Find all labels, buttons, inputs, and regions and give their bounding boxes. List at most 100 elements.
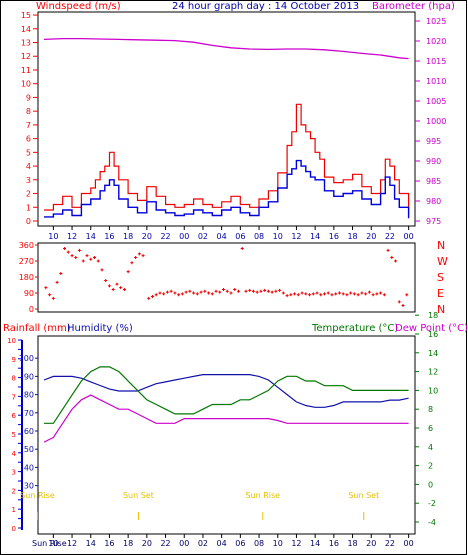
temperature-y-tick-label: 12 (428, 368, 438, 377)
direction-point (207, 291, 211, 295)
direction-point (59, 271, 63, 275)
direction-point (192, 291, 196, 295)
direction-point (390, 255, 394, 259)
rain-y-tick-label: 3 (12, 469, 16, 477)
thermo-panel: Rainfall (mm) Humidity (%) Temperature (… (3, 311, 468, 548)
humidity-axis-label: Humidity (%) (67, 323, 133, 334)
direction-point (104, 279, 108, 283)
compass-label: S (437, 271, 444, 284)
barometer-y-tick-label: 1015 (426, 57, 446, 66)
humidity-y-tick-label: 30 (24, 482, 34, 491)
thermo-series (43, 366, 409, 443)
direction-point (364, 292, 368, 296)
wind-x-tick-label: 16 (104, 232, 114, 241)
direction-point (334, 292, 338, 296)
barometer-axis-label: Barometer (hpa) (372, 1, 455, 12)
direction-point (48, 293, 52, 297)
direction-point (255, 290, 259, 294)
direction-point (379, 291, 383, 295)
direction-point (115, 282, 119, 286)
wind-baro-panel: Windspeed (m/s) 24 hour graph day : 14 O… (21, 1, 455, 241)
wind-y-tick-label: 14 (21, 25, 31, 34)
wind-y-tick-label: 4 (26, 162, 31, 171)
wind-x-tick-label: 20 (366, 232, 376, 241)
wind-x-tick-label: 18 (123, 232, 133, 241)
direction-point (367, 290, 371, 294)
thermo-x-tick-label: 22 (385, 539, 395, 548)
direction-point (300, 291, 304, 295)
wind-x-tick-label: 12 (67, 232, 77, 241)
thermo-x-tick-label: 04 (217, 539, 227, 548)
direction-point (180, 292, 184, 296)
thermo-x-tick-label: 10 (273, 539, 283, 548)
humidity-y-tick-label: 40 (24, 463, 34, 472)
direction-point (397, 300, 401, 304)
direction-point (119, 286, 123, 290)
direction-point (349, 291, 353, 295)
direction-point (81, 259, 85, 263)
wind-x-tick-label: 14 (310, 232, 320, 241)
wind-y-tick-label: 1 (26, 203, 31, 212)
wind-y-tick-label: 6 (26, 135, 31, 144)
direction-y-ticks: 360 270 180 90 0 (19, 241, 38, 314)
humidity-y-tick-label: 90 (24, 372, 34, 381)
rain-y-tick-label: 4 (12, 450, 17, 458)
wind-y-tick-label: 3 (26, 176, 31, 185)
wind-y-tick-label: 8 (26, 107, 31, 116)
direction-point (319, 293, 323, 297)
thermo-plot-area (37, 335, 416, 535)
direction-point (165, 290, 169, 294)
wind-y-tick-label: 15 (21, 11, 31, 20)
dewpoint-axis-label: Dew Point (°C) (395, 323, 468, 334)
temperature-y-tick-label: 4 (428, 443, 433, 452)
thermo-x-tick-label: 12 (291, 539, 301, 548)
direction-point (281, 291, 285, 295)
temperature-y-ticks: -4 -2 0 2 4 6 8 10 12 14 16 18 (415, 311, 438, 527)
barometer-y-tick-label: 975 (426, 217, 441, 226)
wind-plot-area (37, 11, 416, 227)
thermo-x-tick-label: 00 (179, 539, 189, 548)
wind-x-tick-label: 22 (385, 232, 395, 241)
wind-speed-line (44, 159, 410, 219)
direction-point (154, 293, 158, 297)
direction-point (382, 293, 386, 297)
wind-x-tick-label: 02 (198, 232, 208, 241)
sun-annotation-label: Sun Set (348, 491, 379, 500)
direction-point (51, 296, 55, 300)
wind-x-tick-label: 10 (273, 232, 283, 241)
sun-annotations: Sun Rise Sun Set Sun Rise Sun Set (20, 491, 379, 520)
direction-point (240, 247, 244, 251)
temperature-y-tick-label: 14 (428, 349, 438, 358)
temperature-axis-label: Temperature (°C) (311, 323, 398, 334)
barometer-y-tick-label: 980 (426, 197, 441, 206)
compass-label: N (437, 239, 445, 252)
wind-y-tick-label: 7 (26, 121, 31, 130)
temperature-y-tick-label: 2 (428, 462, 433, 471)
direction-point (293, 292, 297, 296)
direction-point (184, 290, 188, 294)
wind-y-tick-label: 11 (21, 66, 31, 75)
direction-point (236, 289, 240, 293)
wind-x-tick-label: 12 (291, 232, 301, 241)
thermo-x-tick-label: 00 (404, 539, 414, 548)
direction-point (222, 287, 226, 291)
wind-y-tick-label: 10 (21, 80, 31, 89)
thermo-x-tick-label: 08 (254, 539, 264, 548)
wind-x-tick-label: 08 (254, 232, 264, 241)
wind-x-tick-label: 00 (179, 232, 189, 241)
direction-point (199, 290, 203, 294)
direction-point (225, 289, 229, 293)
thermo-x-tick-label: 18 (347, 539, 357, 548)
direction-point (360, 291, 364, 295)
direction-point (44, 286, 48, 290)
direction-point (337, 291, 341, 295)
thermo-x-tick-label: 20 (366, 539, 376, 548)
thermo-x-tick-label: Sun Rise (32, 539, 67, 548)
direction-point (251, 289, 255, 293)
direction-point (74, 255, 78, 259)
direction-point (311, 292, 315, 296)
wind-x-tick-label: 20 (142, 232, 152, 241)
wind-y-tick-label: 5 (26, 148, 31, 157)
